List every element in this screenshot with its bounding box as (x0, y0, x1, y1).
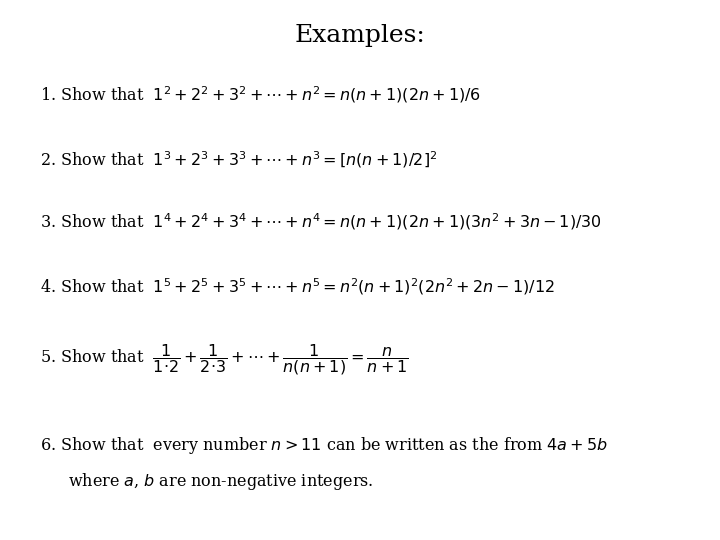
Text: 5. Show that  $\dfrac{1}{1{\cdot}2} + \dfrac{1}{2{\cdot}3} + \cdots + \dfrac{1}{: 5. Show that $\dfrac{1}{1{\cdot}2} + \df… (40, 342, 408, 376)
Text: 6. Show that  every number $n > 11$ can be written as the from $4a + 5b$: 6. Show that every number $n > 11$ can b… (40, 435, 608, 456)
Text: Examples:: Examples: (294, 24, 426, 48)
Text: 2. Show that  $1^3 + 2^3 + 3^3 + \cdots + n^3 = [n(n+1)/2]^2$: 2. Show that $1^3 + 2^3 + 3^3 + \cdots +… (40, 149, 437, 170)
Text: 1. Show that  $1^2 + 2^2 + 3^2 + \cdots + n^2 = n(n+1)(2n+1)/6$: 1. Show that $1^2 + 2^2 + 3^2 + \cdots +… (40, 84, 481, 105)
Text: 4. Show that  $1^5 + 2^5 + 3^5 + \cdots + n^5 = n^2(n+1)^2(2n^2+2n-1)/12$: 4. Show that $1^5 + 2^5 + 3^5 + \cdots +… (40, 276, 554, 296)
Text: where $a$, $b$ are non-negative integers.: where $a$, $b$ are non-negative integers… (68, 471, 374, 492)
Text: 3. Show that  $1^4 + 2^4 + 3^4 + \cdots + n^4 = n(n+1)(2n+1)(3n^2+3n-1)/30$: 3. Show that $1^4 + 2^4 + 3^4 + \cdots +… (40, 211, 602, 232)
